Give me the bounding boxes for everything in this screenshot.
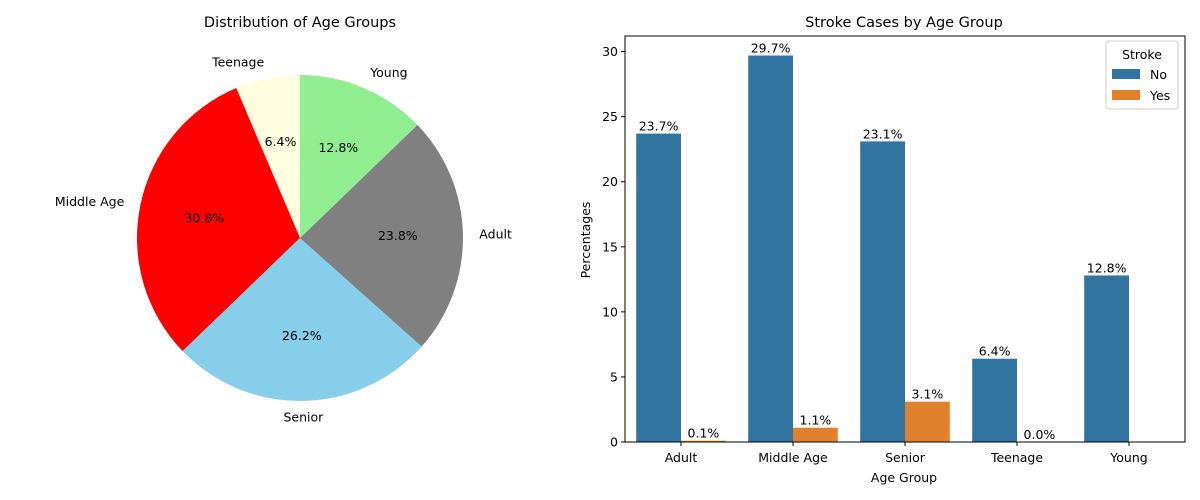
data-label-middle-age-no: 29.7% [751,41,791,56]
pie-pct-senior: 26.2% [282,328,322,343]
y-tick-label-5: 5 [610,369,618,384]
pie-slices [136,75,464,402]
data-label-teenage-yes: 0.0% [1024,427,1056,442]
data-label-adult-yes: 0.1% [688,426,720,441]
x-tick-label-young: Young [1109,450,1147,465]
x-axis-label: Age Group [871,470,937,485]
y-tick-label-25: 25 [602,109,618,124]
bar-adult-no [636,133,681,442]
pie-pct-middle-age: 30.8% [184,211,224,226]
data-label-senior-no: 23.1% [863,126,903,141]
pie-pct-adult: 23.8% [378,228,418,243]
pie-title: Distribution of Age Groups [204,15,396,31]
pie-label-senior: Senior [283,409,324,424]
pie-labels: Teenage 6.4% Middle Age 30.8% Senior 26.2% Adu… [55,54,512,424]
pie-chart: Distribution of Age Groups Teenage 6.4% Mi… [55,15,512,424]
legend-label-no: No [1150,67,1167,82]
bar-adult-yes [681,440,726,442]
legend-swatch-yes [1112,90,1140,100]
bar-middle-age-no [748,55,793,443]
x-tick-label-teenage: Teenage [990,450,1043,465]
pie-slice-senior [182,238,422,402]
bar-marks: 23.7% 0.1% 29.7% 1.1% 23.1% 3.1% 6.4% 0.0% 12.8% [636,41,1129,443]
y-tick-label-30: 30 [602,44,618,59]
legend-title: Stroke [1122,47,1162,62]
x-tick-label-middle-age: Middle Age [758,450,828,465]
data-label-adult-no: 23.7% [639,119,679,134]
bar-axes: Adult Middle Age Senior Teenage Young 0 5 10 15 2… [602,35,1186,465]
y-tick-label-10: 10 [602,304,618,319]
pie-slice-adult [300,124,464,347]
x-tick-label-senior: Senior [885,450,926,465]
pie-pct-teenage: 6.4% [265,134,297,149]
plot-frame [624,35,1186,443]
data-label-young-no: 12.8% [1087,260,1127,275]
bar-chart: Stroke Cases by Age Group 23.7% 0.1% 29.7%… [578,15,1186,485]
y-tick-label-15: 15 [602,239,618,254]
x-tick-label-adult: Adult [665,450,698,465]
pie-slice-middle-age [136,88,300,352]
data-label-middle-age-yes: 1.1% [800,413,832,428]
y-tick-label-0: 0 [610,435,618,450]
pie-pct-young: 12.8% [318,140,358,155]
bar-title: Stroke Cases by Age Group [805,15,1003,31]
bar-senior-no [860,141,905,442]
pie-label-young: Young [369,65,407,80]
bar-teenage-no [972,358,1017,442]
legend-label-yes: Yes [1149,88,1170,103]
y-axis-label: Percentages [578,202,593,279]
pie-label-teenage: Teenage [211,54,264,69]
pie-slice-teenage [236,75,300,238]
bar-senior-yes [905,401,950,442]
pie-label-adult: Adult [479,227,512,242]
bar-young-no [1084,275,1129,442]
bar-middle-age-yes [793,427,838,442]
data-label-senior-yes: 3.1% [912,387,944,402]
y-tick-label-20: 20 [602,174,618,189]
legend-swatch-no [1112,69,1140,79]
pie-slice-young [300,75,418,238]
data-label-teenage-no: 6.4% [979,344,1011,359]
legend: Stroke No Yes [1105,40,1179,110]
pie-label-middle-age: Middle Age [55,194,125,209]
